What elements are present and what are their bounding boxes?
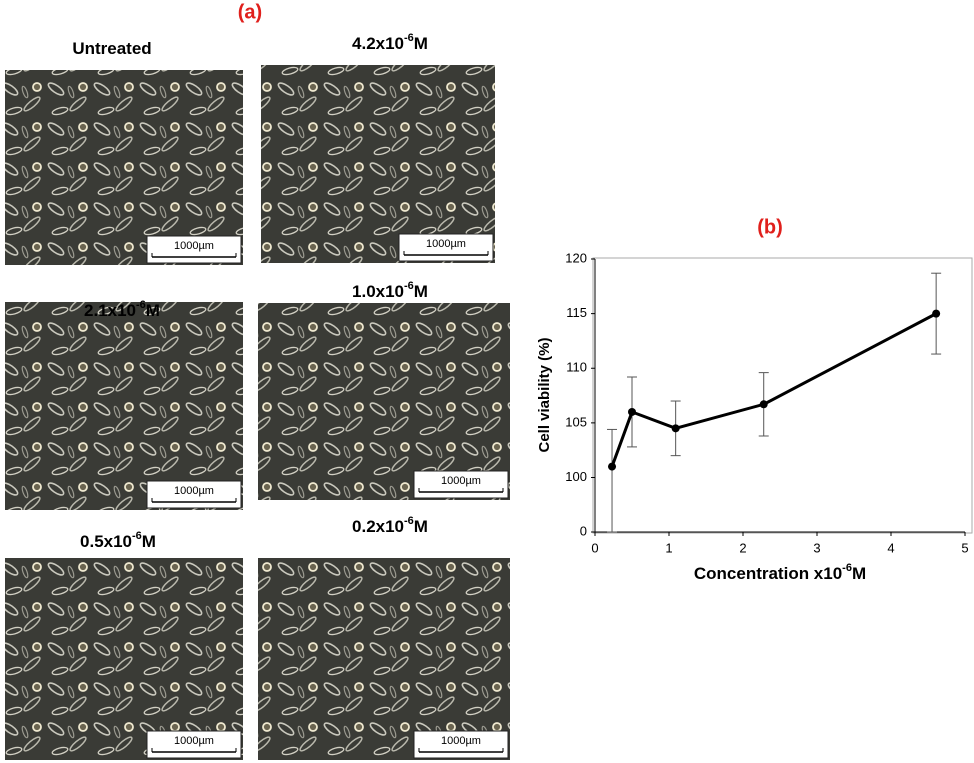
label-exponent: -6 [404, 32, 414, 44]
scale-bar-text: 1000µm [174, 735, 214, 747]
scale-bar-box [413, 470, 509, 499]
label: Untreated [72, 39, 151, 58]
scale-bar-box [146, 480, 242, 509]
micrograph [258, 558, 510, 760]
y-tick-label: 100 [565, 469, 587, 484]
label-unit: M [146, 301, 160, 320]
label: 2.1x10-6M [84, 299, 160, 321]
x-tick-label: 4 [887, 540, 894, 555]
label-unit: M [414, 282, 428, 301]
plot-frame [592, 257, 973, 534]
image-panels: Untreated1000µm4.2x10-6M1000µm2.1x10-6M1… [5, 32, 510, 760]
label-text: 0.2x10 [352, 517, 404, 536]
x-tick-label: 1 [665, 540, 672, 555]
micrograph [5, 70, 243, 265]
label-unit: M [414, 517, 428, 536]
label-exponent: -6 [136, 299, 146, 311]
label-exponent: -6 [842, 562, 852, 574]
scale-bar-text: 1000µm [174, 485, 214, 497]
micrograph [261, 65, 495, 263]
y-tick-label: 115 [566, 305, 587, 320]
micrograph [5, 558, 243, 760]
label: 0.2x10-6M [352, 515, 428, 537]
point [759, 400, 768, 409]
label-text: Concentration x10 [694, 564, 842, 583]
label: 1.0x10-6M [352, 280, 428, 302]
label-exponent: -6 [404, 515, 414, 527]
point [608, 462, 617, 471]
chart-title: (b) [757, 216, 783, 238]
x-tick-label: 0 [591, 540, 598, 555]
point [671, 424, 680, 433]
panel-title: (a) [238, 1, 262, 23]
scale-bar-box [146, 730, 242, 759]
label: 0.5x10-6M [80, 530, 156, 552]
micrograph [258, 303, 510, 500]
line [610, 312, 937, 468]
x-tick-label: 5 [961, 540, 968, 555]
label: 4.2x10-6M [352, 32, 428, 54]
label-exponent: -6 [404, 280, 414, 292]
label-unit: M [142, 532, 156, 551]
y-tick-label: 0 [580, 523, 587, 538]
label-text: 1.0x10 [352, 282, 404, 301]
y-tick-label: 120 [565, 250, 587, 265]
label-unit: M [852, 564, 866, 583]
label-exponent: -6 [132, 530, 142, 542]
point [628, 407, 636, 416]
micrograph [5, 302, 243, 510]
y-axis-title: Cell viability (%) [536, 337, 553, 452]
x-tick-label: 2 [739, 540, 746, 555]
chart: (b) 0 100 105 110 115 120 0 1 2 3 4 5 Concentration x… [536, 216, 973, 584]
scale-bar-text: 1000µm [174, 240, 214, 252]
label-text: Untreated [72, 39, 151, 58]
label-text: 2.1x10 [84, 301, 136, 320]
scale-bar-box [413, 730, 509, 759]
scale-bar-text: 1000µm [426, 238, 466, 250]
scale-bar-box [398, 233, 494, 262]
y-tick-label: 110 [566, 360, 587, 375]
scale-bar-text: 1000µm [441, 475, 481, 487]
point [932, 309, 941, 318]
scale-bar-text: 1000µm [441, 735, 481, 747]
label-unit: M [414, 34, 428, 53]
scale-bar-box [146, 235, 242, 264]
y-tick-label: 105 [565, 414, 587, 429]
label: Concentration x10-6M [694, 562, 866, 584]
label-text: 4.2x10 [352, 34, 404, 53]
x-tick-label: 3 [813, 540, 820, 555]
label-text: 0.5x10 [80, 532, 132, 551]
